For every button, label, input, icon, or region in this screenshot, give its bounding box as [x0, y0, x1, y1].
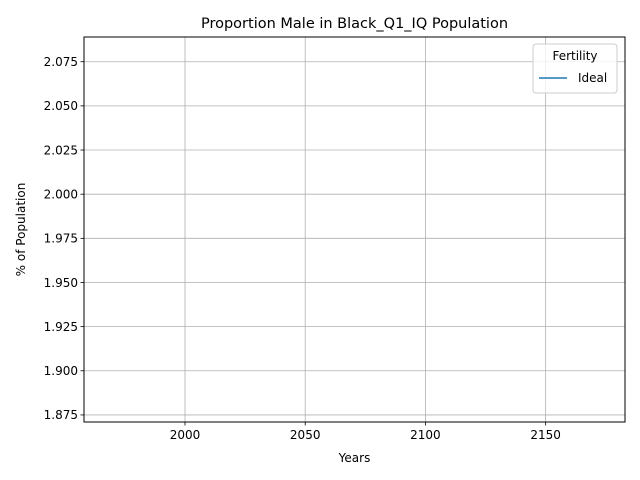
legend-box — [532, 43, 618, 94]
x-tick-label: 2150 — [530, 428, 561, 442]
legend-label-ideal: Ideal — [578, 71, 607, 85]
grid — [84, 37, 625, 422]
y-tick-label: 1.900 — [44, 364, 78, 378]
y-tick-label: 2.075 — [44, 55, 78, 69]
chart-title: Proportion Male in Black_Q1_IQ Populatio… — [201, 16, 508, 32]
plot-frame — [83, 36, 626, 423]
legend: Fertility Ideal — [532, 43, 618, 94]
y-tick-label: 1.950 — [44, 276, 78, 290]
legend-title: Fertility — [552, 49, 597, 63]
x-axis: 2000 2050 2100 2150 — [170, 422, 561, 442]
y-tick-label: 2.000 — [44, 187, 78, 201]
x-tick-label: 2000 — [170, 428, 201, 442]
y-tick-label: 1.875 — [44, 408, 78, 422]
x-tick-label: 2100 — [410, 428, 441, 442]
y-tick-label: 2.050 — [44, 99, 78, 113]
y-axis-title: % of Population — [14, 183, 28, 277]
x-axis-title: Years — [338, 451, 371, 465]
y-axis: 1.875 1.900 1.925 1.950 1.975 2.000 2.025 2.050… — [44, 55, 84, 422]
y-tick-label: 1.975 — [44, 232, 78, 246]
y-tick-label: 2.025 — [44, 143, 78, 157]
x-tick-label: 2050 — [290, 428, 321, 442]
y-tick-label: 1.925 — [44, 320, 78, 334]
